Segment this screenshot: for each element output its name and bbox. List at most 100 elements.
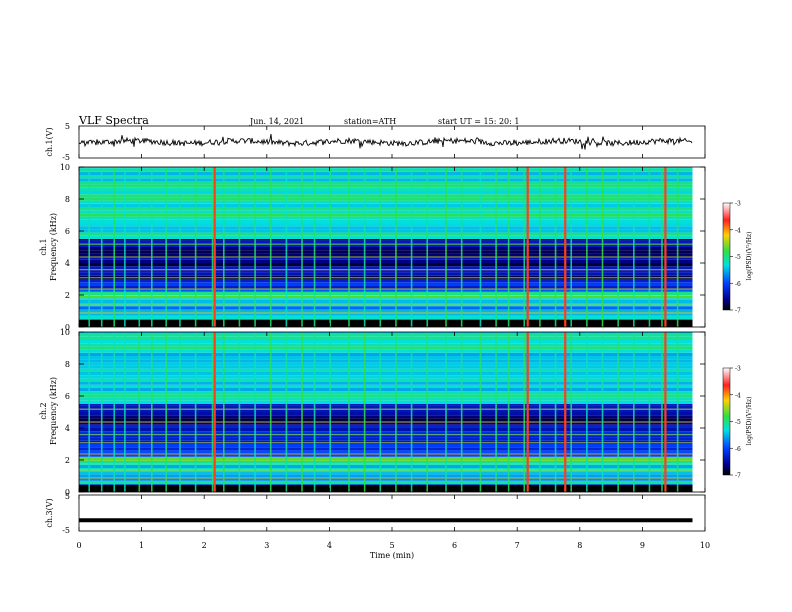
spectrogram-band-cell xyxy=(79,388,693,392)
x-tick-label: 7 xyxy=(515,541,520,550)
strong-sferic-streak xyxy=(213,332,216,492)
sferic-streak xyxy=(285,332,288,492)
spectrogram-tone-line xyxy=(79,460,693,461)
sferic-streak xyxy=(648,332,651,492)
x-tick-label: 0 xyxy=(76,541,81,550)
spectrogram-band-cell xyxy=(79,240,693,244)
sferic-streak xyxy=(363,332,366,492)
sferic-streak xyxy=(570,332,573,492)
spectrogram-band-cell xyxy=(79,424,693,428)
sferic-streak xyxy=(676,167,679,327)
strong-sferic-streak xyxy=(526,332,529,492)
sferic-streak xyxy=(165,332,167,492)
sferic-streak xyxy=(88,167,90,327)
spectrogram-tone-line xyxy=(79,304,693,306)
spectrogram-band-cell xyxy=(79,444,693,448)
ch2-colorbar: -3 -4 -5 -6 -7 log(PSD)(V²/Hz) xyxy=(722,366,753,480)
sferic-streak xyxy=(617,332,619,492)
colorbar-tick-label: -6 xyxy=(735,446,741,453)
spectrogram-band-cell xyxy=(79,250,693,254)
spectrogram-band-cell xyxy=(79,400,693,404)
spectrogram-band-cell xyxy=(79,346,693,350)
x-tick-label: 1 xyxy=(139,541,144,550)
colorbar-tick-label: -6 xyxy=(735,281,741,288)
spectrogram-band-cell xyxy=(79,365,693,369)
spectrogram-band-cell xyxy=(79,235,693,239)
spectrogram-band-cell xyxy=(79,312,693,316)
sferic-streak xyxy=(313,167,316,327)
spectrogram-band-cell xyxy=(79,412,693,416)
sferic-streak xyxy=(460,332,463,492)
sferic-streak xyxy=(426,332,429,492)
sferic-streak xyxy=(222,332,225,492)
spectrogram-band-cell xyxy=(79,194,693,198)
sferic-streak xyxy=(301,332,303,492)
sferic-streak xyxy=(254,167,256,327)
strong-sferic-streak xyxy=(213,167,216,327)
spectrogram-band-cell xyxy=(79,434,693,438)
sferic-streak xyxy=(222,167,225,327)
ch1-colorbar-gradient xyxy=(722,202,731,311)
sferic-streak xyxy=(554,167,557,327)
sferic-streak xyxy=(554,332,557,492)
x-tick-label: 10 xyxy=(700,541,710,550)
spectrogram-band-cell xyxy=(79,213,693,217)
spectrogram-band-cell xyxy=(79,181,693,185)
ch1-waveform-ytick-top: 5 xyxy=(65,122,70,131)
ch3-waveform-ytick-bottom: -5 xyxy=(62,526,70,535)
spectrogram-band-cell xyxy=(79,372,693,376)
sferic-streak xyxy=(150,167,153,327)
strong-sferic-streak xyxy=(664,332,667,492)
spectrogram-tone-line xyxy=(79,312,693,314)
sferic-streak xyxy=(676,332,679,492)
spectrogram-band-cell xyxy=(79,428,693,432)
sferic-streak xyxy=(363,167,366,327)
sferic-streak xyxy=(523,332,526,492)
ch2-channel-label: ch.2 xyxy=(39,402,48,419)
sferic-streak xyxy=(313,332,316,492)
sferic-streak xyxy=(301,167,303,327)
x-tick-label: 9 xyxy=(640,541,645,550)
spectrogram-band-cell xyxy=(79,315,693,319)
y-tick-label: 10 xyxy=(60,328,70,337)
sferic-streak xyxy=(138,332,141,492)
sferic-streak xyxy=(269,332,272,492)
spectrogram-tone-line xyxy=(79,477,693,479)
spectrogram-band-cell xyxy=(79,167,693,169)
sferic-streak xyxy=(410,167,413,327)
ch1-waveform-ticks xyxy=(78,126,706,158)
sferic-streak xyxy=(410,332,413,492)
station-label: station=ATH xyxy=(344,117,396,126)
spectrogram-low-band xyxy=(79,319,693,327)
ch1-frequency-label: Frequency (kHz) xyxy=(49,213,58,281)
spectrogram-band-cell xyxy=(79,356,693,360)
ch3-waveform-frame xyxy=(78,494,706,532)
spectrogram-band-cell xyxy=(79,477,693,481)
ch1-spectrogram-panel: 0 2 4 6 8 10 ch.1 Frequency (kHz) -3 -4 -5 -6 -7 … xyxy=(39,163,753,332)
sferic-streak xyxy=(648,167,651,327)
spectrogram-band-cell xyxy=(79,378,693,382)
spectrogram-band-cell xyxy=(79,184,693,188)
spectrogram-band-cell xyxy=(79,306,693,310)
spectrogram-band-cell xyxy=(79,359,693,363)
ch3-waveform-ylabel: ch.3(V) xyxy=(45,498,54,527)
sferic-streak xyxy=(523,167,526,327)
spectrogram-band-cell xyxy=(79,266,693,270)
ch2-frequency-label: Frequency (kHz) xyxy=(49,377,58,445)
x-tick-label: 4 xyxy=(327,541,332,550)
spectrogram-band-cell xyxy=(79,226,693,230)
chart-title: VLF Spectra xyxy=(78,114,149,127)
spectrogram-band-cell xyxy=(79,269,693,273)
sferic-streak xyxy=(661,167,663,327)
spectrogram-band-cell xyxy=(79,216,693,220)
sferic-streak xyxy=(661,332,663,492)
spectrogram-tone-line xyxy=(79,295,693,296)
sferic-streak xyxy=(633,332,635,492)
y-tick-label: 8 xyxy=(65,360,70,369)
y-tick-label: 2 xyxy=(65,456,70,465)
sferic-streak xyxy=(329,332,331,492)
sferic-streak xyxy=(269,167,272,327)
x-tick-label: 2 xyxy=(202,541,207,550)
colorbar-tick-label: -5 xyxy=(735,419,741,426)
spectrogram-band-cell xyxy=(79,168,693,172)
